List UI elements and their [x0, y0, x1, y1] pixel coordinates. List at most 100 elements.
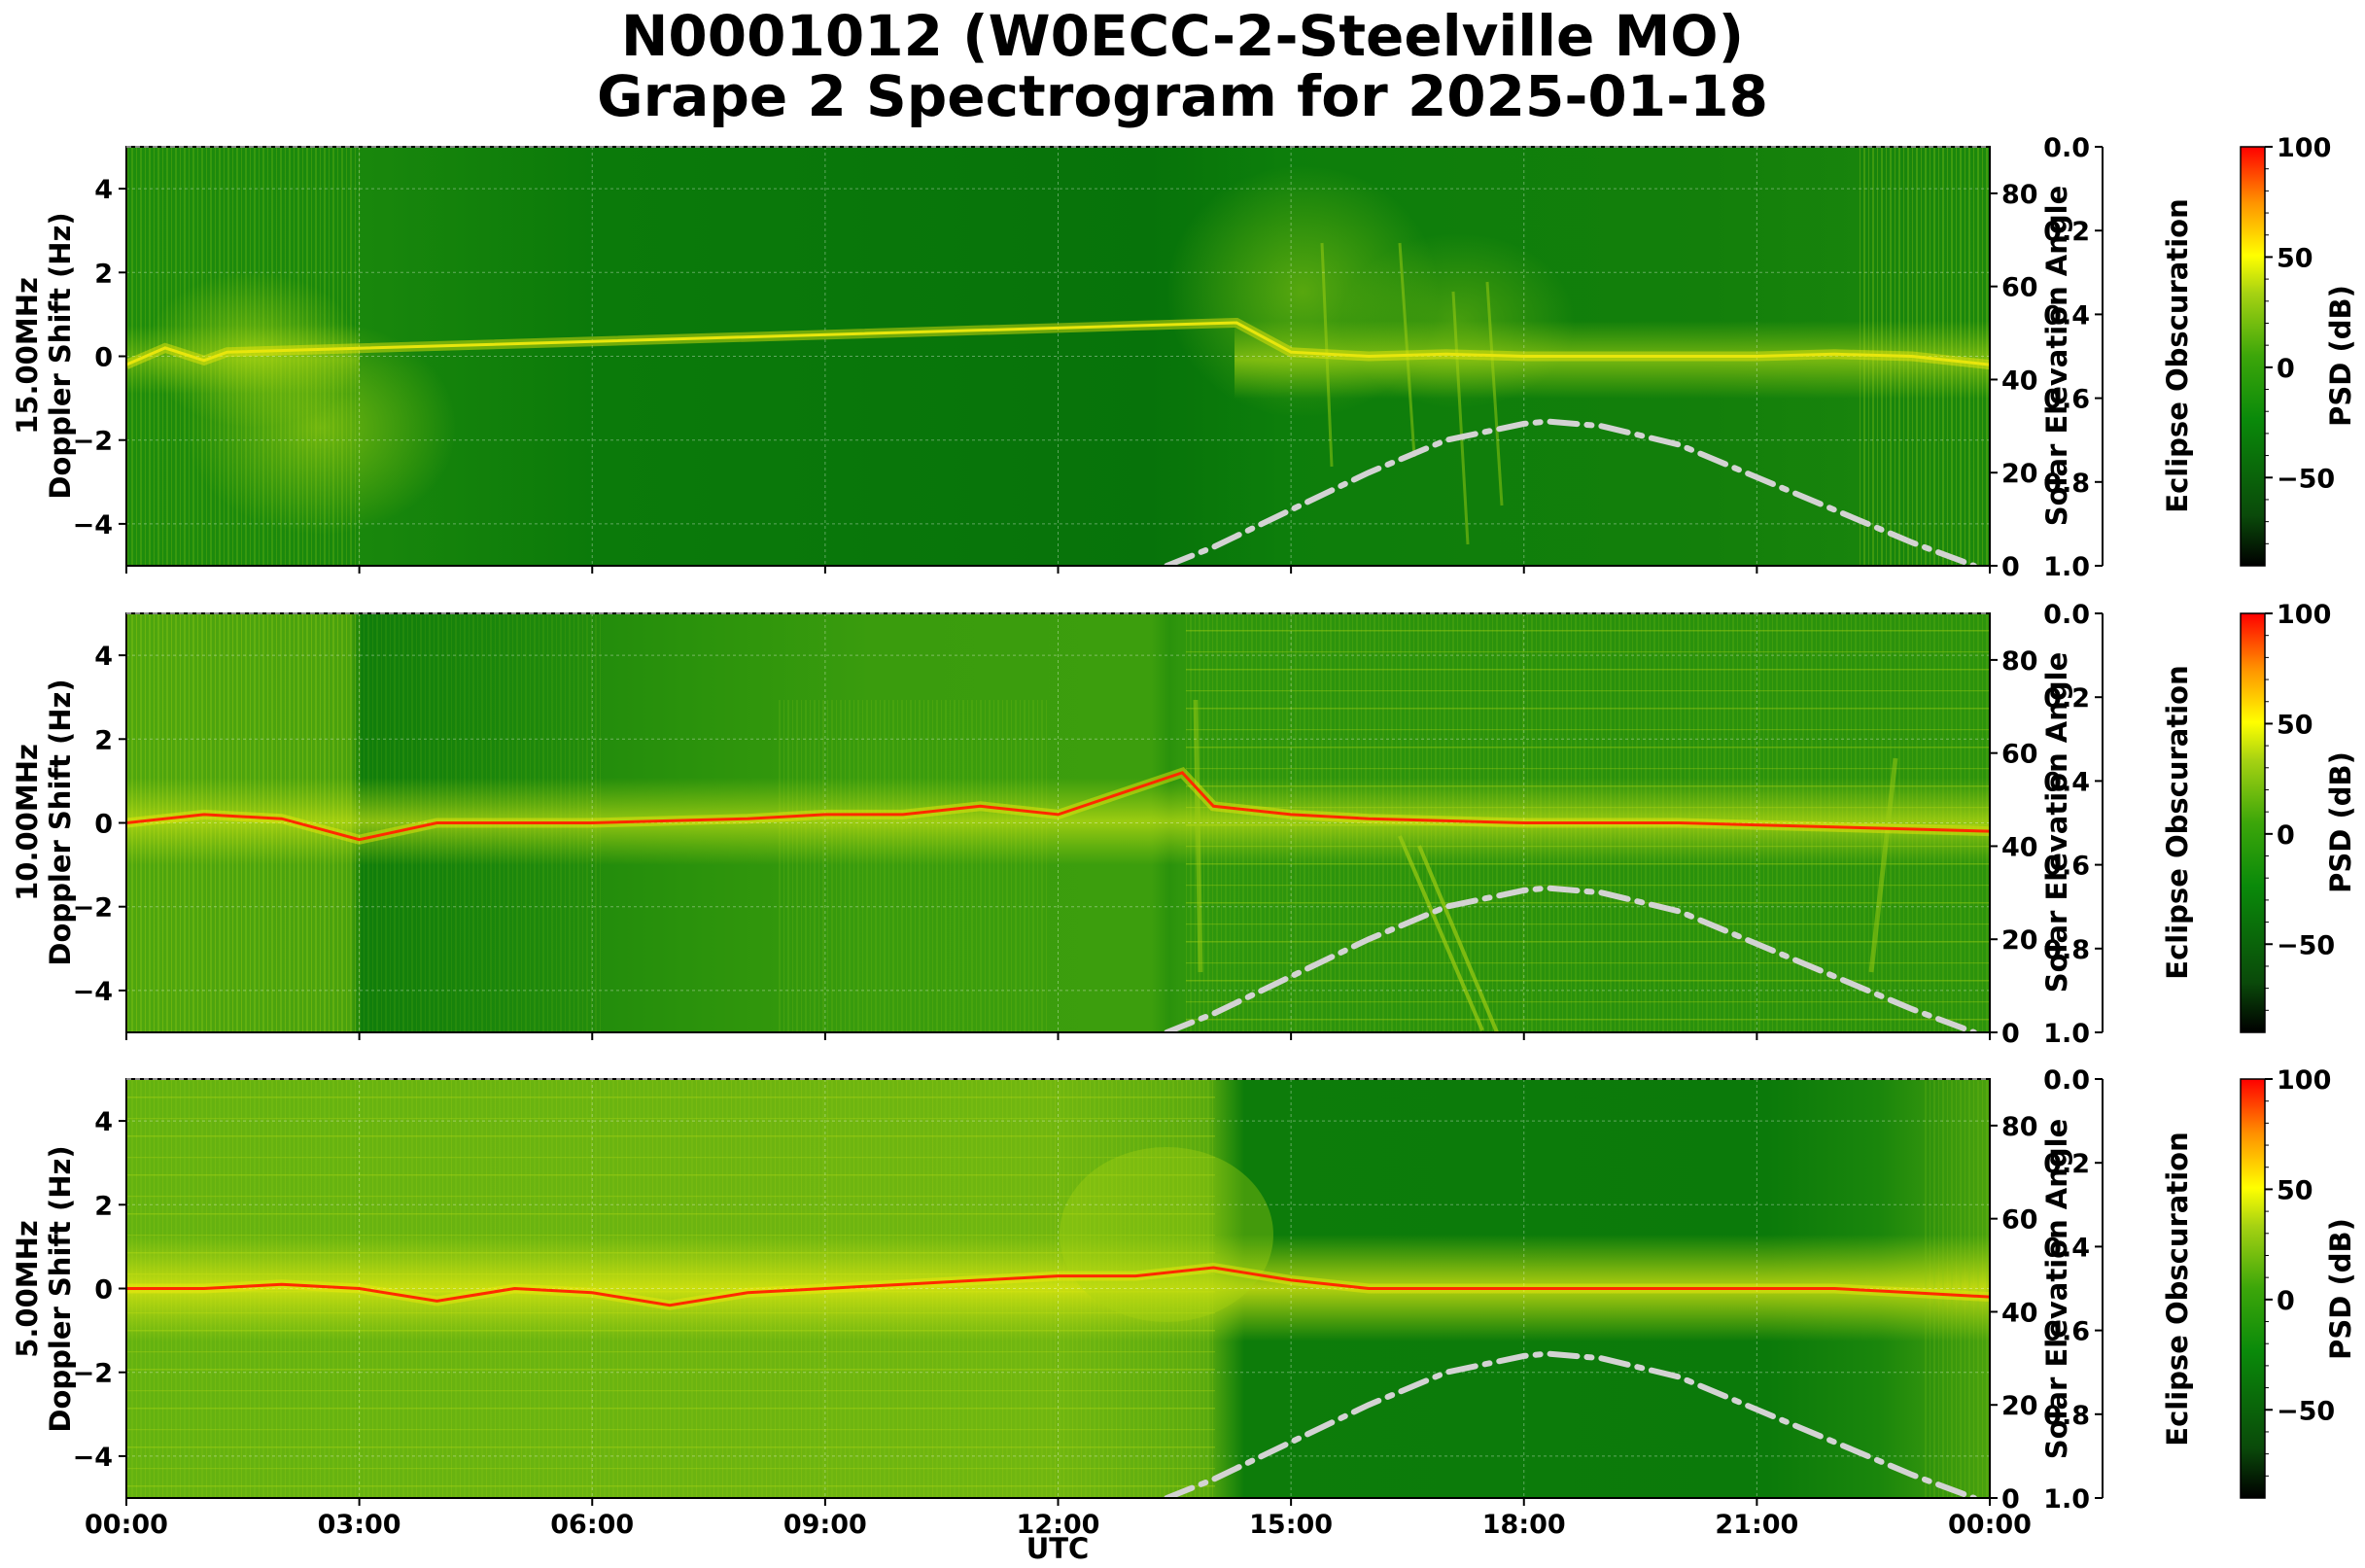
colorbar-tick-label: 0	[2277, 820, 2295, 851]
colorbar-10mhz	[2240, 612, 2266, 1033]
y-tick-label: 0	[94, 810, 113, 840]
y-ticks-15mhz: 4 2 0 −2 −4	[73, 175, 126, 540]
y-tick-label: −4	[73, 510, 113, 540]
colorbar-ticks-15mhz: 100 50 0 −50	[2265, 133, 2335, 544]
solar-tick-label: 40	[2001, 366, 2038, 396]
solar-tick-label: 60	[2001, 1205, 2038, 1236]
doppler-trace-5mhz	[126, 1266, 1990, 1307]
eclipse-tick-label: 0.0	[2043, 133, 2090, 163]
solar-tick-label: 0	[2001, 1484, 2020, 1515]
colorbar-tick-label: 50	[2277, 1175, 2313, 1205]
eclipse-tick-label: 0.6	[2043, 852, 2090, 882]
colorbar-label-10mhz: PSD (dB)	[2324, 751, 2357, 893]
colorbar-ticks-10mhz: 100 50 0 −50	[2265, 600, 2335, 1011]
traces-15mhz	[126, 317, 1990, 566]
colorbar-15mhz	[2240, 146, 2266, 567]
x-tick-label: 00:00	[1948, 1510, 2032, 1540]
y-tick-label: −2	[73, 427, 113, 457]
y-tick-label: 0	[94, 1275, 113, 1306]
doppler-trace-10mhz	[126, 771, 1990, 842]
traces-5mhz	[126, 1262, 1990, 1498]
colorbar-5mhz	[2240, 1078, 2266, 1499]
x-axis-label: UTC	[1026, 1532, 1090, 1565]
solar-elevation-curve-15mhz	[1164, 418, 1977, 566]
colorbar-tick-label: 100	[2277, 133, 2331, 163]
x-tick-label: 09:00	[783, 1510, 867, 1540]
colorbar-label-5mhz: PSD (dB)	[2324, 1218, 2357, 1360]
solar-tick-label: 20	[2001, 459, 2038, 489]
solar-axis-label-10mhz: Solar Elevation Angle	[2040, 652, 2073, 993]
solar-tick-label: 20	[2001, 925, 2038, 956]
eclipse-tick-label: 1.0	[2043, 1019, 2090, 1049]
colorbar-tick-label: −50	[2277, 464, 2335, 494]
solar-tick-label: 0	[2001, 552, 2020, 582]
eclipse-tick-label: 0.4	[2043, 300, 2090, 331]
x-ticks-10mhz	[125, 1032, 1991, 1040]
y-tick-label: −4	[73, 977, 113, 1007]
solar-tick-label: 80	[2001, 646, 2038, 677]
y-tick-label: 0	[94, 343, 113, 373]
solar-axis-label-15mhz: Solar Elevation Angle	[2040, 186, 2073, 527]
colorbar-tick-label: 50	[2277, 710, 2313, 740]
eclipse-tick-label: 1.0	[2043, 1484, 2090, 1515]
solar-tick-label: 20	[2001, 1391, 2038, 1421]
colorbar-tick-label: 50	[2277, 243, 2313, 273]
y-tick-label: −4	[73, 1443, 113, 1473]
solar-ticks-15mhz: 80 60 40 20 0	[1990, 180, 2038, 582]
y-tick-label: 4	[94, 1107, 113, 1137]
eclipse-tick-label: 0.8	[2043, 1401, 2090, 1431]
solar-tick-label: 80	[2001, 180, 2038, 210]
solar-tick-label: 60	[2001, 740, 2038, 770]
colorbar-tick-label: 0	[2277, 354, 2295, 384]
solar-elevation-curve-10mhz	[1164, 885, 1977, 1032]
solar-elevation-curve-5mhz	[1164, 1350, 1977, 1498]
y-tick-label: 2	[94, 1191, 113, 1221]
eclipse-tick-label: 0.4	[2043, 767, 2090, 797]
eclipse-tick-label: 0.2	[2043, 683, 2090, 714]
colorbar-tick-label: −50	[2277, 930, 2335, 960]
ylabel-freq-10mhz: 10.00MHz	[11, 744, 44, 901]
solar-tick-label: 40	[2001, 832, 2038, 862]
x-tick-label: 03:00	[318, 1510, 401, 1540]
y-tick-label: 2	[94, 725, 113, 755]
y-tick-label: 4	[94, 175, 113, 205]
solar-tick-label: 80	[2001, 1112, 2038, 1142]
ylabel-freq-5mhz: 5.00MHz	[11, 1220, 44, 1358]
y-tick-label: 2	[94, 259, 113, 289]
eclipse-tick-label: 0.6	[2043, 385, 2090, 415]
x-tick-label: 18:00	[1482, 1510, 1566, 1540]
ylabel-doppler-15mhz: Doppler Shift (Hz)	[44, 212, 77, 499]
x-tick-label: 15:00	[1249, 1510, 1333, 1540]
x-ticks-5mhz: 00:00 03:00 06:00 09:00 12:00 15:00 18:00 21:00…	[85, 1498, 2032, 1540]
eclipse-tick-label: 1.0	[2043, 552, 2090, 582]
y-ticks-5mhz: 4 2 0 −2 −4	[73, 1107, 126, 1473]
doppler-trace-15mhz	[126, 321, 1990, 366]
x-tick-label: 12:00	[1017, 1510, 1100, 1540]
colorbar-tick-label: 0	[2277, 1286, 2295, 1316]
x-tick-label: 21:00	[1715, 1510, 1798, 1540]
eclipse-tick-label: 0.4	[2043, 1233, 2090, 1263]
eclipse-tick-label: 0.2	[2043, 1149, 2090, 1179]
eclipse-tick-label: 0.0	[2043, 600, 2090, 630]
colorbar-label-15mhz: PSD (dB)	[2324, 285, 2357, 427]
ylabel-doppler-10mhz: Doppler Shift (Hz)	[44, 679, 77, 965]
eclipse-axis-label-15mhz: Eclipse Obscuration	[2161, 198, 2194, 512]
colorbar-tick-label: −50	[2277, 1396, 2335, 1426]
y-ticks-10mhz: 4 2 0 −2 −4	[73, 642, 126, 1007]
ylabel-doppler-5mhz: Doppler Shift (Hz)	[44, 1145, 77, 1432]
eclipse-tick-label: 0.8	[2043, 935, 2090, 965]
eclipse-tick-label: 0.8	[2043, 469, 2090, 499]
colorbar-ticks-5mhz: 100 50 0 −50	[2265, 1065, 2335, 1477]
ylabel-freq-15mhz: 15.00MHz	[11, 277, 44, 435]
solar-axis-label-5mhz: Solar Elevation Angle	[2040, 1119, 2073, 1460]
colorbar-tick-label: 100	[2277, 600, 2331, 630]
eclipse-tick-label: 0.0	[2043, 1065, 2090, 1096]
solar-tick-label: 60	[2001, 273, 2038, 303]
eclipse-axis-label-10mhz: Eclipse Obscuration	[2161, 665, 2194, 979]
eclipse-tick-label: 0.2	[2043, 217, 2090, 247]
eclipse-ticks-5mhz: 0.0 0.2 0.4 0.6 0.8 1.0	[2043, 1065, 2103, 1515]
